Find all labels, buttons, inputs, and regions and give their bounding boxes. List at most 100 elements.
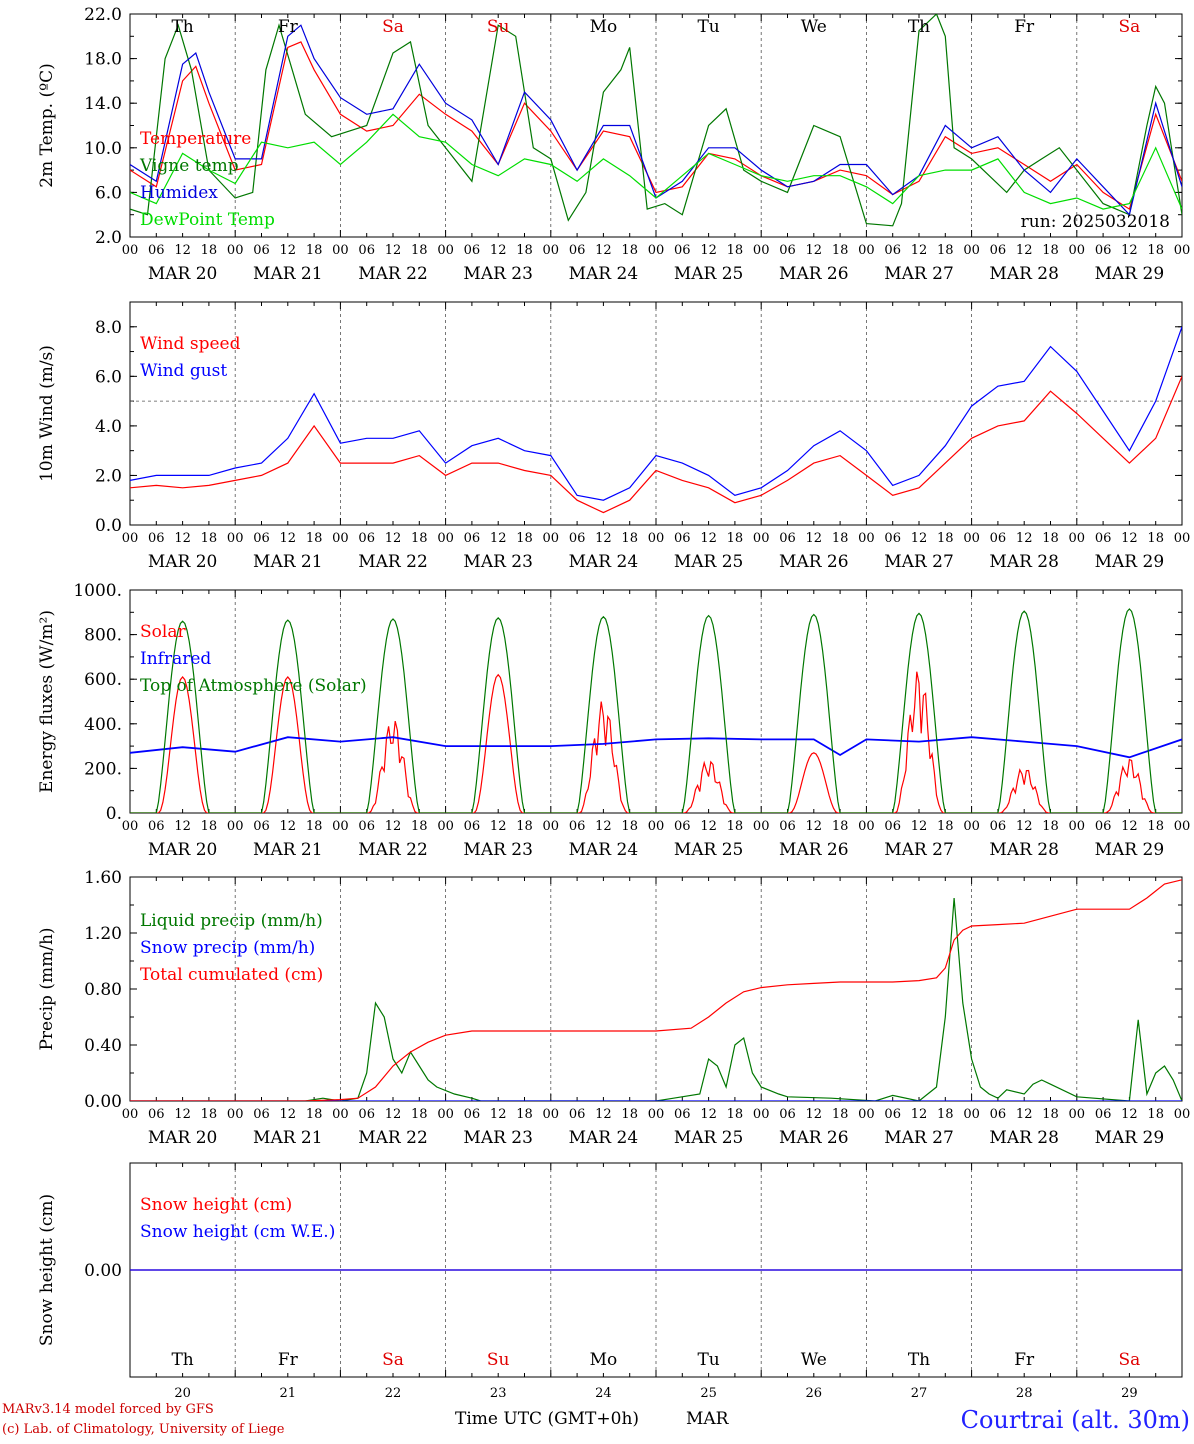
date-label: MAR 22	[358, 840, 428, 860]
x-tick-label: 00	[332, 819, 349, 834]
x-tick-label: 06	[779, 243, 796, 258]
day-number-label: 24	[595, 1386, 612, 1401]
x-tick-label: 12	[1016, 531, 1033, 546]
x-tick-label: 00	[543, 1107, 560, 1122]
x-tick-label: 00	[122, 819, 139, 834]
day-of-week-label: Sa	[382, 1350, 404, 1370]
x-tick-label: 12	[700, 531, 717, 546]
x-tick-label: 06	[884, 819, 901, 834]
x-tick-label: 12	[385, 1107, 402, 1122]
plot-frame	[129, 301, 1183, 526]
legend-entry: Liquid precip (mm/h)	[140, 911, 323, 931]
x-tick-label: 18	[727, 819, 744, 834]
x-tick-label: 06	[674, 243, 691, 258]
date-label: MAR 24	[569, 552, 639, 572]
x-tick-label: 06	[148, 531, 165, 546]
x-tick-label: 06	[358, 243, 375, 258]
x-tick-label: 06	[148, 243, 165, 258]
x-tick-label: 18	[832, 243, 849, 258]
x-tick-label: 00	[963, 819, 980, 834]
x-tick-label: 00	[332, 243, 349, 258]
x-tick-label: 00	[1069, 531, 1086, 546]
x-tick-label: 00	[1069, 243, 1086, 258]
legend-entry: Snow precip (mm/h)	[140, 938, 315, 958]
date-label: MAR 22	[358, 552, 428, 572]
series-line-infrared	[130, 736, 1182, 759]
x-tick-label: 18	[937, 243, 954, 258]
date-label: MAR 21	[253, 840, 323, 860]
date-label: MAR 25	[674, 264, 744, 284]
date-label: MAR 28	[989, 552, 1059, 572]
y-axis-label: 10m Wind (m/s)	[37, 345, 57, 482]
series-line-humidex	[130, 24, 1182, 216]
x-tick-label: 00	[858, 1107, 875, 1122]
x-tick-label: 06	[1095, 243, 1112, 258]
x-tick-label: 00	[858, 243, 875, 258]
y-axis-label: Energy fluxes (W/m²)	[37, 610, 57, 793]
day-number-label: 28	[1016, 1386, 1033, 1401]
date-label: MAR 23	[463, 552, 533, 572]
date-label: MAR 21	[253, 552, 323, 572]
panel-4: 0.00 0.40 0.80 1.20 1.60 Precip (mm/h) Liquid …	[37, 868, 1190, 1148]
panel-3: 0. 200. 400. 600. 800. 1000. Energy fluxes (W/…	[37, 581, 1190, 860]
x-tick-label: 00	[122, 243, 139, 258]
y-tick-label: 0.00	[84, 1261, 122, 1281]
x-tick-label: 06	[464, 819, 481, 834]
legend-entry: Temperature	[140, 129, 251, 149]
day-of-week-label: Su	[487, 17, 510, 37]
day-of-week-label: Sa	[1119, 17, 1141, 37]
panel-5: 0.00 Snow height (cm) Snow height (cm) Snow…	[37, 1162, 1183, 1401]
x-tick-label: 12	[385, 819, 402, 834]
x-tick-label: 12	[1016, 1107, 1033, 1122]
date-label: MAR 26	[779, 264, 849, 284]
x-tick-label: 12	[174, 819, 191, 834]
x-tick-label: 12	[1121, 531, 1138, 546]
x-tick-label: 18	[937, 1107, 954, 1122]
y-tick-label: 0.00	[84, 1092, 122, 1112]
panel-1: 2.0 6.0 10.0 14.0 18.0 22.0 2m Temp. (ºC) Tempe…	[37, 5, 1190, 284]
x-tick-label: 00	[1174, 531, 1191, 546]
x-tick-label: 12	[280, 243, 297, 258]
day-of-week-label: Su	[487, 1350, 510, 1370]
x-tick-label: 18	[1147, 819, 1164, 834]
day-of-week-label: Mo	[590, 1350, 618, 1370]
x-tick-label: 00	[437, 531, 454, 546]
x-tick-label: 00	[858, 819, 875, 834]
y-tick-label: 0.	[106, 804, 122, 824]
x-tick-label: 18	[1147, 531, 1164, 546]
x-tick-label: 06	[779, 1107, 796, 1122]
date-label: MAR 25	[674, 840, 744, 860]
y-axis-label: 2m Temp. (ºC)	[37, 63, 57, 188]
x-tick-label: 00	[1174, 1107, 1191, 1122]
y-tick-label: 1.60	[84, 868, 122, 888]
series-line-liquid-precip-mm-h	[130, 897, 1182, 1101]
y-tick-label: 4.0	[95, 417, 122, 437]
day-of-week-label: Fr	[278, 17, 299, 37]
x-tick-label: 12	[806, 243, 823, 258]
x-tick-label: 06	[464, 243, 481, 258]
x-tick-label: 18	[621, 243, 638, 258]
x-tick-label: 06	[358, 819, 375, 834]
y-tick-label: 6.0	[95, 183, 122, 203]
x-tick-label: 06	[253, 1107, 270, 1122]
day-of-week-label: Fr	[1014, 1350, 1035, 1370]
x-tick-label: 18	[832, 819, 849, 834]
x-tick-label: 06	[253, 243, 270, 258]
series-line-top-of-atmosphere-solar	[130, 608, 1182, 813]
x-tick-label: 12	[911, 243, 928, 258]
x-tick-label: 06	[569, 819, 586, 834]
x-tick-label: 06	[1095, 1107, 1112, 1122]
y-tick-label: 18.0	[84, 50, 122, 70]
y-tick-label: 2.0	[95, 228, 122, 248]
x-tick-label: 00	[227, 531, 244, 546]
date-label: MAR 23	[463, 840, 533, 860]
y-tick-label: 2.0	[95, 466, 122, 486]
x-tick-label: 18	[411, 1107, 428, 1122]
x-tick-label: 12	[700, 819, 717, 834]
x-tick-label: 18	[516, 819, 533, 834]
x-tick-label: 06	[569, 1107, 586, 1122]
x-tick-label: 12	[700, 1107, 717, 1122]
x-tick-label: 18	[621, 531, 638, 546]
day-number-label: 29	[1121, 1386, 1138, 1401]
date-label: MAR 21	[253, 264, 323, 284]
